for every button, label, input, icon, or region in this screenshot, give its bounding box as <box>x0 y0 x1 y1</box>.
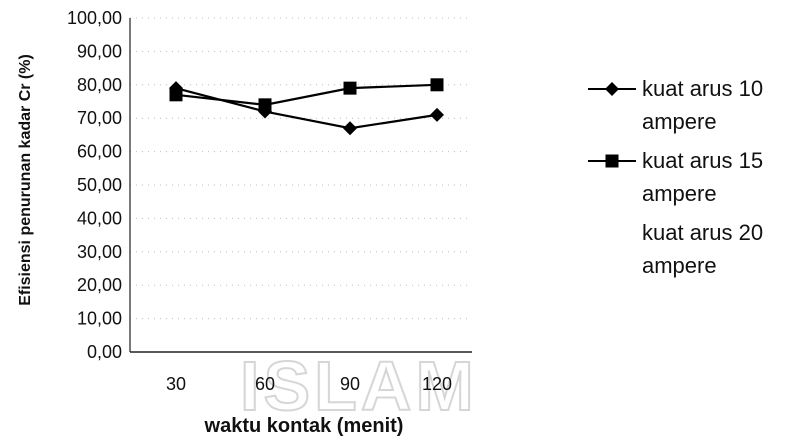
y-tick-label: 100,00 <box>67 8 122 28</box>
data-point <box>169 88 183 102</box>
legend-entry-3: kuat arus 20 ampere <box>642 220 763 278</box>
y-tick-label: 30,00 <box>77 242 122 262</box>
data-point <box>258 98 272 112</box>
y-tick-label: 60,00 <box>77 142 122 162</box>
y-tick-label: 70,00 <box>77 108 122 128</box>
x-tick-labels: 30 60 90 120 <box>166 374 452 394</box>
x-tick-label: 120 <box>422 374 452 394</box>
y-tick-labels: 0,00 10,00 20,00 30,00 40,00 50,00 60,00 70,00 8… <box>67 8 122 362</box>
y-tick-label: 10,00 <box>77 309 122 329</box>
y-tick-label: 20,00 <box>77 275 122 295</box>
series-2 <box>169 78 444 112</box>
y-tick-label: 0,00 <box>87 342 122 362</box>
grid <box>130 17 472 320</box>
legend-marker <box>605 154 619 168</box>
y-axis-title: Efisiensi penurunan kadar Cr (%) <box>17 54 34 306</box>
x-tick-label: 30 <box>166 374 186 394</box>
series-group <box>169 78 444 136</box>
series-line <box>175 83 438 106</box>
axes <box>129 18 472 353</box>
legend-label: ampere <box>642 181 717 206</box>
legend-label: kuat arus 15 <box>642 148 763 173</box>
x-tick-label: 90 <box>340 374 360 394</box>
x-axis-title: waktu kontak (menit) <box>204 415 404 437</box>
data-point <box>430 107 444 122</box>
y-tick-label: 80,00 <box>77 75 122 95</box>
legend-label: ampere <box>642 253 717 278</box>
x-tick-label: 60 <box>255 374 275 394</box>
y-tick-label: 90,00 <box>77 41 122 61</box>
data-point <box>430 78 444 92</box>
data-point <box>343 121 357 136</box>
y-tick-label: 40,00 <box>77 208 122 228</box>
legend-entry-2: kuat arus 15 ampere <box>588 148 763 206</box>
watermark: ISLAM <box>240 347 478 425</box>
series-line <box>175 87 438 130</box>
legend-entry-1: kuat arus 10 ampere <box>588 76 763 134</box>
legend-label: ampere <box>642 109 717 134</box>
y-tick-label: 50,00 <box>77 175 122 195</box>
series-1 <box>169 81 444 136</box>
data-point <box>343 81 357 95</box>
legend-label: kuat arus 10 <box>642 76 763 101</box>
legend-label: kuat arus 20 <box>642 220 763 245</box>
legend-marker <box>605 82 619 96</box>
